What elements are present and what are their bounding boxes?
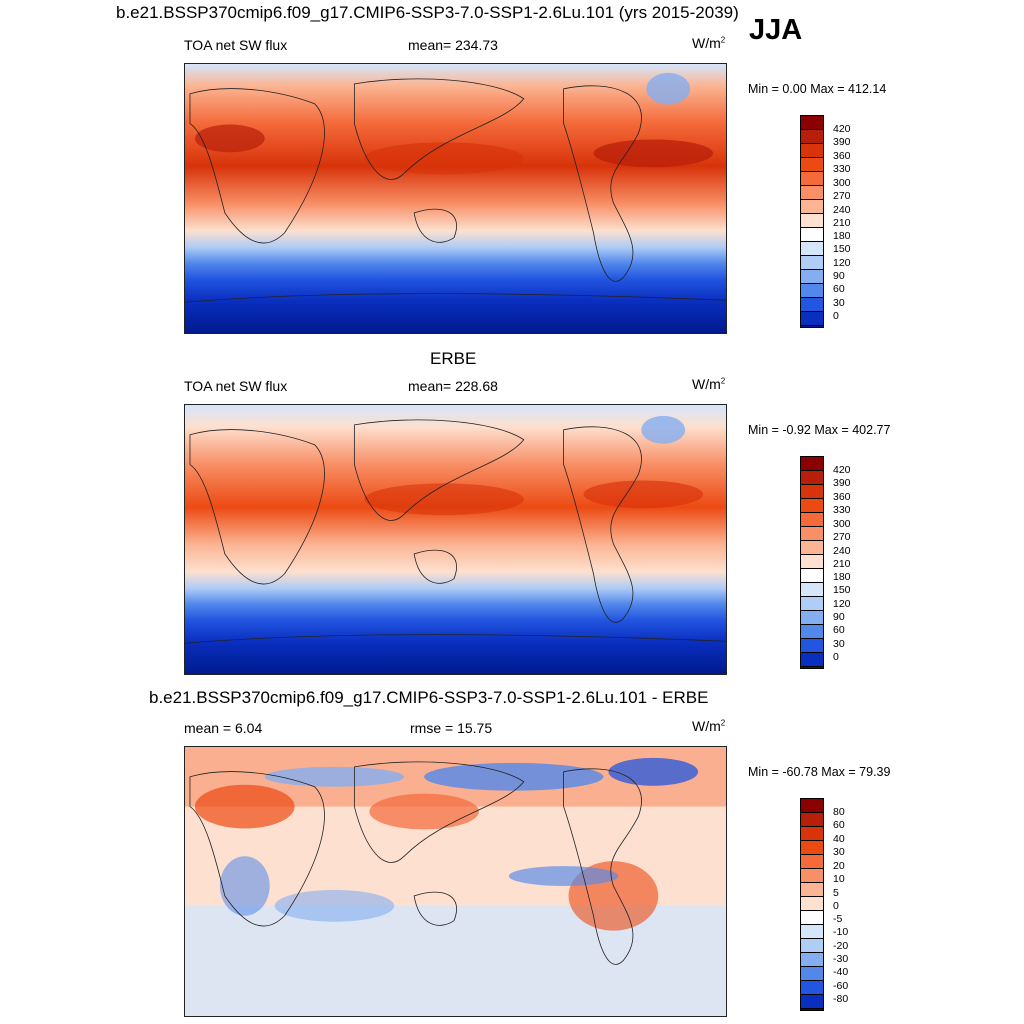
panel1-mean-label: mean= 234.73 [408,37,498,53]
tick-label: -20 [833,940,849,952]
tick-label: 30 [833,846,845,858]
tick-label: 300 [833,177,851,189]
panel3-title: b.e21.BSSP370cmip6.f09_g17.CMIP6-SSP3-7.… [149,688,709,707]
tick-label: -10 [833,926,849,938]
tick-label: 390 [833,136,851,148]
tick-label: 330 [833,504,851,516]
panel2-colorbar [800,456,824,669]
tick-label: 120 [833,598,851,610]
panel1-variable-label: TOA net SW flux [184,37,288,53]
figure-title: b.e21.BSSP370cmip6.f09_g17.CMIP6-SSP3-7.… [116,3,739,22]
panel2-minmax: Min = -0.92 Max = 402.77 [748,423,891,437]
tick-label: 270 [833,190,851,202]
panel3-mean-label: mean = 6.04 [184,720,263,736]
tick-label: -40 [833,966,849,978]
panel1-map [184,63,727,334]
tick-label: 210 [833,558,851,570]
tick-label: 180 [833,230,851,242]
tick-label: 60 [833,819,845,831]
tick-label: 300 [833,518,851,530]
panel3-map [184,746,727,1017]
tick-label: 150 [833,584,851,596]
tick-label: 30 [833,638,845,650]
tick-label: 80 [833,806,845,818]
tick-label: 30 [833,297,845,309]
tick-label: -80 [833,993,849,1005]
tick-label: 210 [833,217,851,229]
tick-label: -5 [833,913,843,925]
tick-label: -60 [833,980,849,992]
panel2-title: ERBE [430,349,477,368]
panel2-variable-label: TOA net SW flux [184,378,288,394]
tick-label: 120 [833,257,851,269]
tick-label: 0 [833,651,839,663]
panel3-units: W/m2 [692,718,726,734]
panel2-mean-label: mean= 228.68 [408,378,498,394]
panel2-map [184,404,727,675]
tick-label: 420 [833,123,851,135]
tick-label: 60 [833,283,845,295]
tick-label: 10 [833,873,845,885]
tick-label: 90 [833,270,845,282]
panel3-colorbar [800,798,824,1011]
tick-label: 360 [833,150,851,162]
panel1-units: W/m2 [692,35,726,51]
panel3-minmax: Min = -60.78 Max = 79.39 [748,765,891,779]
tick-label: 240 [833,204,851,216]
season-label: JJA [749,14,803,46]
tick-label: 90 [833,611,845,623]
tick-label: -30 [833,953,849,965]
tick-label: 0 [833,900,839,912]
panel3-rmse-label: rmse = 15.75 [410,720,493,736]
panel2-units: W/m2 [692,376,726,392]
tick-label: 60 [833,624,845,636]
tick-label: 40 [833,833,845,845]
tick-label: 0 [833,310,839,322]
tick-label: 390 [833,477,851,489]
panel1-minmax: Min = 0.00 Max = 412.14 [748,82,887,96]
panel1-colorbar [800,115,824,328]
tick-label: 330 [833,163,851,175]
tick-label: 270 [833,531,851,543]
tick-label: 150 [833,243,851,255]
tick-label: 240 [833,545,851,557]
tick-label: 20 [833,860,845,872]
tick-label: 360 [833,491,851,503]
tick-label: 180 [833,571,851,583]
tick-label: 5 [833,887,839,899]
tick-label: 420 [833,464,851,476]
